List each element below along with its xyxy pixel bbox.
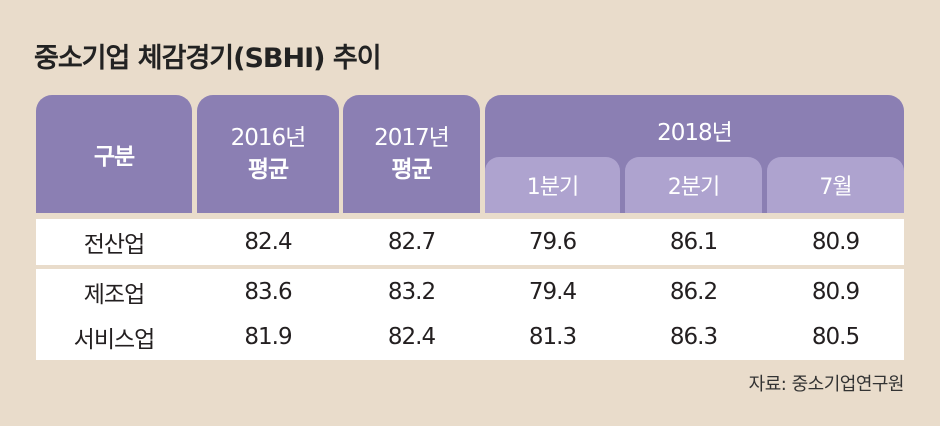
table-cell: 80.9 (811, 229, 860, 255)
header-2018-label: 2018년 (657, 120, 733, 146)
header-q1-label: 1분기 (526, 175, 579, 200)
table-cell: 82.7 (387, 229, 436, 255)
table-cell: 82.4 (387, 324, 436, 350)
header-2016: 2016년 평균 (197, 95, 339, 213)
chart-title: 중소기업 체감경기(SBHI) 추이 (34, 43, 382, 74)
source-note: 자료: 중소기업연구원 (748, 374, 905, 395)
header-2017: 2017년 평균 (343, 95, 480, 213)
table-cell: 79.4 (528, 279, 577, 305)
header-category: 구분 (36, 95, 192, 213)
header-category-label: 구분 (93, 144, 135, 170)
header-jul: 7월 (767, 157, 904, 213)
table-cell: 86.3 (669, 324, 718, 350)
table-cell: 79.6 (528, 229, 577, 255)
header-2017-year: 2017년 (374, 125, 450, 151)
header-2016-sub: 평균 (247, 157, 289, 183)
table-cell: 82.4 (244, 229, 292, 255)
row-label: 제조업 (83, 282, 145, 308)
row-label: 전산업 (83, 232, 145, 258)
header-jul-label: 7월 (819, 175, 852, 200)
table-row: 서비스업 81.9 82.4 81.3 86.3 80.5 (36, 314, 904, 360)
header-q2-label: 2분기 (667, 175, 720, 200)
table-row: 전산업 82.4 82.7 79.6 86.1 80.9 (36, 219, 904, 265)
table-cell: 80.5 (811, 324, 860, 350)
table-cell: 86.1 (669, 229, 718, 255)
header-2017-sub: 평균 (391, 157, 432, 183)
table-cell: 81.3 (528, 324, 577, 350)
table-row: 제조업 83.6 83.2 79.4 86.2 80.9 (36, 269, 904, 315)
table-cell: 81.9 (244, 324, 292, 350)
table-cell: 83.6 (244, 279, 292, 305)
table-cell: 86.2 (669, 279, 718, 305)
table-cell: 83.2 (387, 279, 436, 305)
row-label: 서비스업 (73, 327, 156, 353)
table-cell: 80.9 (811, 279, 860, 305)
header-q2: 2분기 (625, 157, 762, 213)
header-2016-year: 2016년 (230, 125, 307, 151)
header-q1: 1분기 (485, 157, 620, 213)
